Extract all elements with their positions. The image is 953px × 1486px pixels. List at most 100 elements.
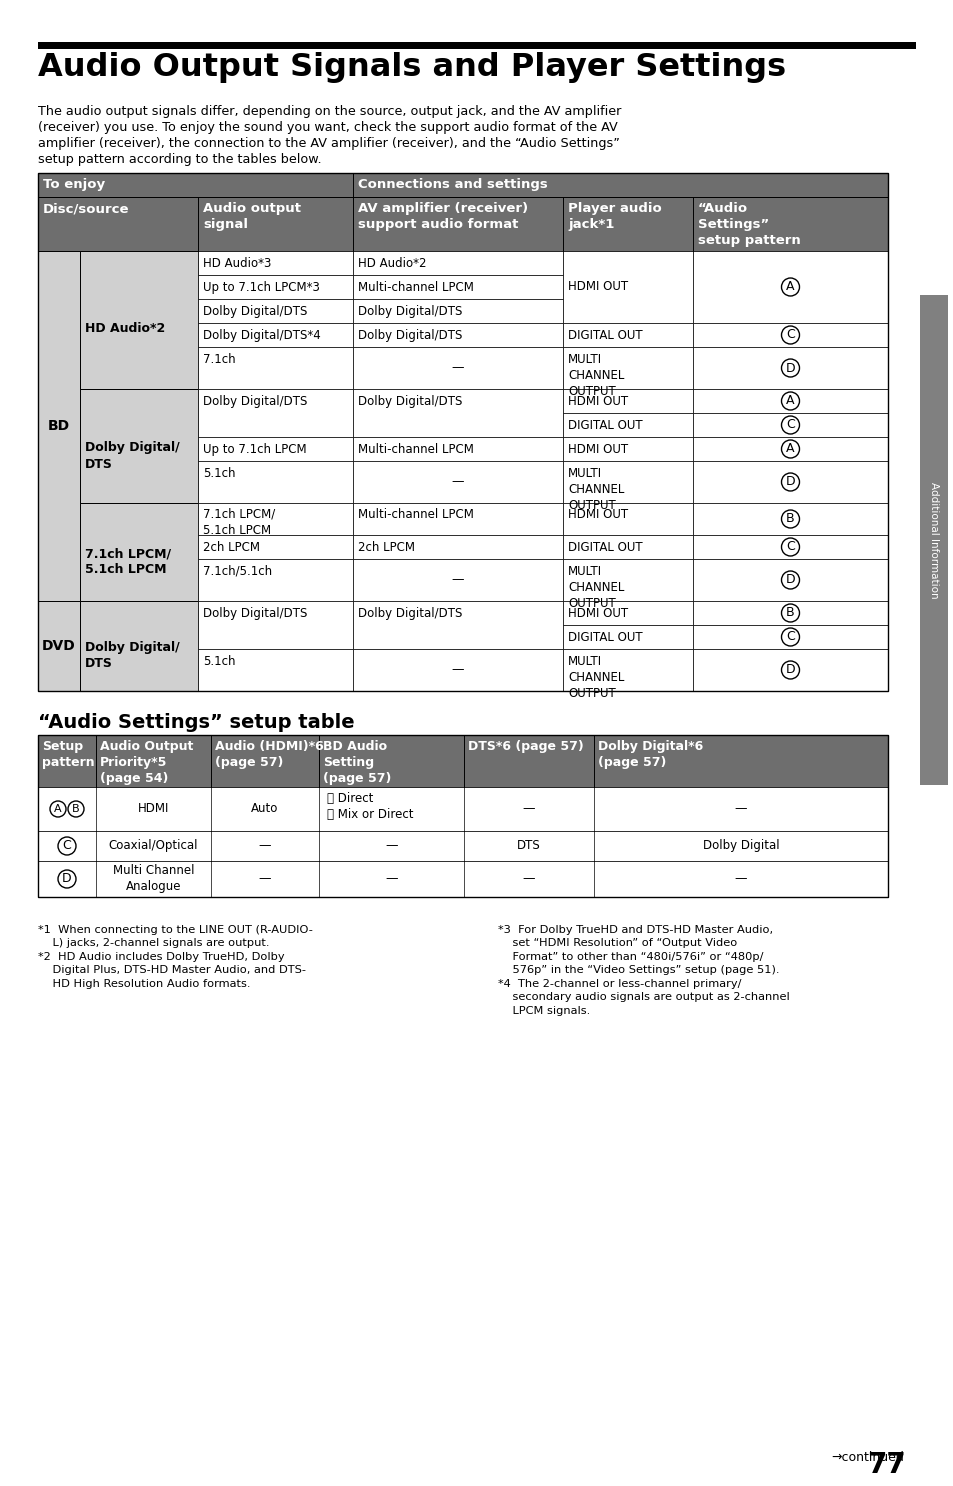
- Text: HDMI OUT: HDMI OUT: [567, 395, 627, 409]
- Text: Dolby Digital/DTS: Dolby Digital/DTS: [357, 395, 462, 409]
- Text: 576p” in the “Video Settings” setup (page 51).: 576p” in the “Video Settings” setup (pag…: [497, 966, 779, 975]
- Text: Up to 7.1ch LPCM: Up to 7.1ch LPCM: [203, 443, 306, 456]
- Bar: [562, 413, 692, 437]
- Text: *3  For Dolby TrueHD and DTS-HD Master Audio,: *3 For Dolby TrueHD and DTS-HD Master Au…: [497, 924, 772, 935]
- Text: setup pattern according to the tables below.: setup pattern according to the tables be…: [38, 153, 321, 166]
- Bar: [692, 348, 887, 389]
- Bar: [353, 348, 562, 389]
- Bar: [38, 736, 887, 788]
- Bar: [198, 251, 353, 275]
- Text: HD Audio*2: HD Audio*2: [85, 321, 165, 334]
- Text: B: B: [785, 606, 794, 620]
- Text: HDMI OUT: HDMI OUT: [567, 606, 627, 620]
- Text: HD High Resolution Audio formats.: HD High Resolution Audio formats.: [38, 979, 251, 990]
- Text: —: —: [734, 872, 746, 886]
- Text: Player audio
jack*1: Player audio jack*1: [567, 202, 661, 230]
- Bar: [353, 389, 562, 437]
- Bar: [353, 535, 562, 559]
- Text: 7.1ch: 7.1ch: [203, 354, 235, 366]
- Text: Format” to other than “480i/576i” or “480p/: Format” to other than “480i/576i” or “48…: [497, 953, 762, 961]
- Bar: [198, 389, 353, 437]
- Text: LPCM signals.: LPCM signals.: [497, 1006, 590, 1016]
- Text: Connections and settings: Connections and settings: [357, 178, 547, 192]
- Text: Audio output
signal: Audio output signal: [203, 202, 301, 230]
- Text: MULTI
CHANNEL
OUTPUT: MULTI CHANNEL OUTPUT: [567, 655, 623, 700]
- Text: Dolby Digital*6
(page 57): Dolby Digital*6 (page 57): [598, 740, 702, 768]
- Bar: [562, 251, 692, 322]
- Bar: [692, 413, 887, 437]
- Text: —: —: [452, 476, 464, 489]
- Text: Dolby Digital/DTS: Dolby Digital/DTS: [203, 395, 307, 409]
- Bar: [692, 322, 887, 348]
- Text: amplifier (receiver), the connection to the AV amplifier (receiver), and the “Au: amplifier (receiver), the connection to …: [38, 137, 619, 150]
- Bar: [38, 198, 887, 251]
- Text: MULTI
CHANNEL
OUTPUT: MULTI CHANNEL OUTPUT: [567, 354, 623, 398]
- Bar: [353, 275, 562, 299]
- Text: A: A: [785, 281, 794, 294]
- Text: —: —: [734, 802, 746, 816]
- Text: —: —: [452, 574, 464, 587]
- Bar: [80, 251, 198, 389]
- Text: Additional Information: Additional Information: [928, 481, 938, 599]
- Text: —: —: [522, 802, 535, 816]
- Bar: [562, 626, 692, 649]
- Text: “Audio
Settings”
setup pattern: “Audio Settings” setup pattern: [698, 202, 800, 247]
- Text: C: C: [785, 541, 794, 553]
- Text: Multi-channel LPCM: Multi-channel LPCM: [357, 281, 474, 294]
- Text: C: C: [785, 419, 794, 431]
- Text: —: —: [452, 361, 464, 374]
- Bar: [353, 502, 562, 535]
- Text: Dolby Digital/DTS: Dolby Digital/DTS: [203, 305, 307, 318]
- Bar: [692, 626, 887, 649]
- Bar: [692, 649, 887, 691]
- Text: 5.1ch: 5.1ch: [203, 655, 235, 669]
- Text: Audio (HDMI)*6
(page 57): Audio (HDMI)*6 (page 57): [214, 740, 323, 768]
- Bar: [198, 502, 353, 535]
- Text: *1  When connecting to the LINE OUT (R-AUDIO-: *1 When connecting to the LINE OUT (R-AU…: [38, 924, 313, 935]
- Text: Dolby Digital/
DTS: Dolby Digital/ DTS: [85, 642, 179, 670]
- Bar: [38, 860, 887, 898]
- Text: D: D: [785, 664, 795, 676]
- Bar: [353, 251, 562, 275]
- Text: secondary audio signals are output as 2-channel: secondary audio signals are output as 2-…: [497, 993, 789, 1003]
- Text: —: —: [452, 664, 464, 676]
- Bar: [353, 649, 562, 691]
- Text: Dolby Digital/DTS: Dolby Digital/DTS: [357, 606, 462, 620]
- Bar: [353, 437, 562, 461]
- Bar: [562, 348, 692, 389]
- Text: Auto: Auto: [251, 802, 278, 816]
- Bar: [692, 437, 887, 461]
- Text: A: A: [785, 443, 794, 456]
- Bar: [562, 389, 692, 413]
- Text: Dolby Digital: Dolby Digital: [702, 840, 779, 853]
- Text: Setup
pattern: Setup pattern: [42, 740, 94, 768]
- Text: —: —: [258, 840, 271, 853]
- Text: (receiver) you use. To enjoy the sound you want, check the support audio format : (receiver) you use. To enjoy the sound y…: [38, 120, 618, 134]
- Bar: [562, 461, 692, 502]
- Bar: [80, 389, 198, 502]
- Text: DIGITAL OUT: DIGITAL OUT: [567, 632, 642, 643]
- Bar: [38, 600, 80, 691]
- Text: DIGITAL OUT: DIGITAL OUT: [567, 419, 642, 432]
- Text: *2  HD Audio includes Dolby TrueHD, Dolby: *2 HD Audio includes Dolby TrueHD, Dolby: [38, 953, 284, 961]
- Text: set “HDMI Resolution” of “Output Video: set “HDMI Resolution” of “Output Video: [497, 939, 737, 948]
- Text: HDMI: HDMI: [137, 802, 169, 816]
- Text: D: D: [785, 476, 795, 489]
- Bar: [353, 322, 562, 348]
- Text: L) jacks, 2-channel signals are output.: L) jacks, 2-channel signals are output.: [38, 939, 269, 948]
- Bar: [562, 600, 692, 626]
- Text: Ⓑ Mix or Direct: Ⓑ Mix or Direct: [327, 808, 413, 822]
- Text: 7.1ch/5.1ch: 7.1ch/5.1ch: [203, 565, 272, 578]
- Text: DTS: DTS: [517, 840, 540, 853]
- Text: C: C: [785, 328, 794, 342]
- Text: *4  The 2-channel or less-channel primary/: *4 The 2-channel or less-channel primary…: [497, 979, 740, 990]
- Text: DIGITAL OUT: DIGITAL OUT: [567, 328, 642, 342]
- Text: HDMI OUT: HDMI OUT: [567, 443, 627, 456]
- Text: Dolby Digital/DTS: Dolby Digital/DTS: [357, 305, 462, 318]
- Text: Dolby Digital/
DTS: Dolby Digital/ DTS: [85, 441, 179, 471]
- Text: MULTI
CHANNEL
OUTPUT: MULTI CHANNEL OUTPUT: [567, 467, 623, 513]
- Bar: [198, 461, 353, 502]
- Text: Digital Plus, DTS-HD Master Audio, and DTS-: Digital Plus, DTS-HD Master Audio, and D…: [38, 966, 306, 975]
- Bar: [38, 736, 887, 898]
- Bar: [562, 322, 692, 348]
